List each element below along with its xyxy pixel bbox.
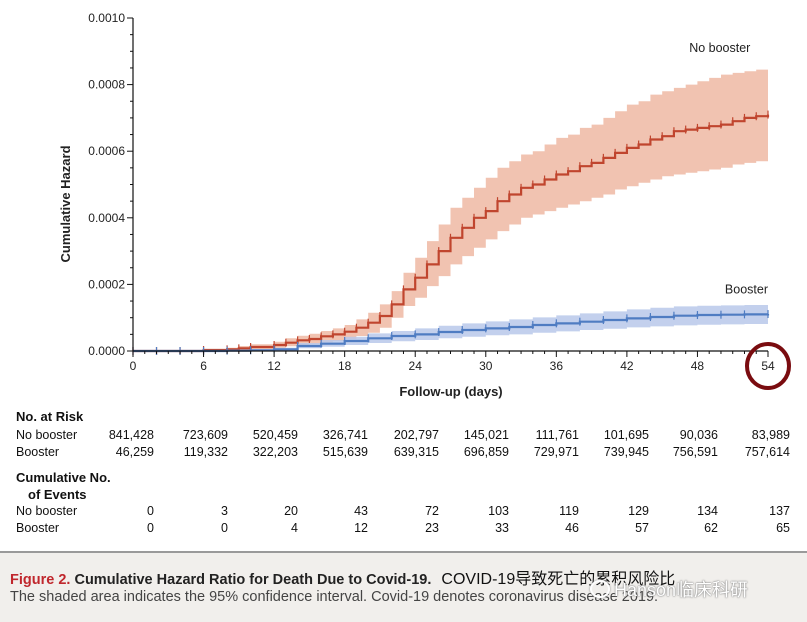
at-risk-cell: 119,332	[183, 445, 228, 459]
at-risk-cell: 841,428	[108, 428, 154, 442]
at-risk-heading: No. at Risk	[16, 409, 84, 424]
at-risk-cell: 322,203	[252, 445, 298, 459]
at-risk-cell: 326,741	[322, 428, 368, 442]
events-cell: 57	[635, 521, 649, 535]
at-risk-cell: 83,989	[751, 428, 790, 442]
at-risk-cell: 90,036	[679, 428, 718, 442]
events-cell: 46	[565, 521, 579, 535]
cumulative-hazard-chart: 0.0000 0.0002 0.0004 0.0006 0.0008 0.0010 0 6 12…	[58, 11, 791, 399]
events-cell: 12	[354, 521, 368, 535]
at-risk-row-label: Booster	[16, 445, 60, 459]
at-risk-cell: 111,761	[535, 428, 579, 442]
events-cell: 43	[354, 504, 368, 518]
events-cell: 62	[704, 521, 718, 535]
events-row-label: Booster	[16, 521, 60, 535]
at-risk-cell: 101,695	[603, 428, 649, 442]
events-heading-line2: of Events	[28, 487, 87, 502]
series-label-booster: Booster	[725, 282, 768, 296]
events-cell: 4	[291, 521, 298, 535]
y-tick-label: 0.0006	[88, 144, 125, 158]
x-tick-label: 54	[761, 359, 775, 373]
caption-title-line: Figure 2. Cumulative Hazard Ratio for De…	[10, 565, 675, 589]
x-tick-label: 42	[620, 359, 634, 373]
y-tick-label: 0.0000	[88, 344, 125, 358]
events-cell: 33	[495, 521, 509, 535]
events-heading: Cumulative No.	[16, 470, 111, 485]
events-cell: 72	[425, 504, 439, 518]
at-risk-cell: 757,614	[744, 445, 790, 459]
events-cell: 0	[221, 521, 228, 535]
y-tick-label: 0.0004	[88, 211, 125, 225]
at-risk-cell: 756,591	[672, 445, 718, 459]
x-tick-label: 36	[550, 359, 564, 373]
at-risk-cell: 202,797	[393, 428, 439, 442]
x-tick-label: 24	[409, 359, 423, 373]
y-tick-label: 0.0008	[88, 78, 125, 92]
at-risk-cell: 639,315	[393, 445, 439, 459]
x-tick-label: 18	[338, 359, 352, 373]
events-cell: 134	[697, 504, 718, 518]
highlight-circle	[745, 342, 791, 390]
chinese-note: COVID-19导致死亡的累积风险比	[441, 571, 676, 588]
events-cell: 0	[147, 504, 154, 518]
at-risk-cell: 520,459	[252, 428, 298, 442]
figure-label: Figure 2.	[10, 572, 71, 588]
at-risk-cell: 46,259	[115, 445, 154, 459]
wechat-icon	[590, 580, 610, 598]
watermark-text: Hanson临床科研	[614, 580, 749, 600]
events-row-label: No booster	[16, 504, 78, 518]
at-risk-cell: 723,609	[182, 428, 228, 442]
at-risk-cell: 145,021	[463, 428, 509, 442]
x-tick-label: 6	[200, 359, 207, 373]
caption-body: The shaded area indicates the 95% confid…	[10, 589, 659, 605]
figure-caption: Figure 2. Cumulative Hazard Ratio for De…	[0, 551, 807, 622]
x-tick-label: 12	[267, 359, 281, 373]
ci-band-0	[133, 67, 768, 352]
at-risk-row-label: No booster	[16, 428, 78, 442]
y-tick-label: 0.0010	[88, 11, 125, 25]
events-cell: 20	[284, 504, 298, 518]
events-cell: 119	[559, 504, 579, 518]
ci-band-1	[133, 304, 768, 351]
y-axis-title: Cumulative Hazard	[58, 145, 73, 262]
events-cell: 129	[628, 504, 649, 518]
series-label-no-booster: No booster	[689, 41, 750, 55]
x-tick-label: 30	[479, 359, 493, 373]
events-cell: 0	[147, 521, 154, 535]
x-tick-label: 48	[691, 359, 705, 373]
y-tick-label: 0.0002	[88, 277, 125, 291]
events-cell: 137	[769, 504, 790, 518]
watermark: Hanson临床科研	[590, 576, 748, 602]
figure-title: Cumulative Hazard Ratio for Death Due to…	[74, 572, 432, 588]
events-cell: 65	[776, 521, 790, 535]
at-risk-cell: 729,971	[533, 445, 579, 459]
events-cell: 3	[221, 504, 228, 518]
at-risk-cell: 739,945	[603, 445, 649, 459]
at-risk-cell: 515,639	[322, 445, 368, 459]
x-tick-label: 0	[130, 359, 137, 373]
events-cell: 103	[488, 504, 509, 518]
x-axis-title: Follow-up (days)	[399, 384, 502, 399]
events-cell: 23	[425, 521, 439, 535]
at-risk-cell: 696,859	[463, 445, 509, 459]
